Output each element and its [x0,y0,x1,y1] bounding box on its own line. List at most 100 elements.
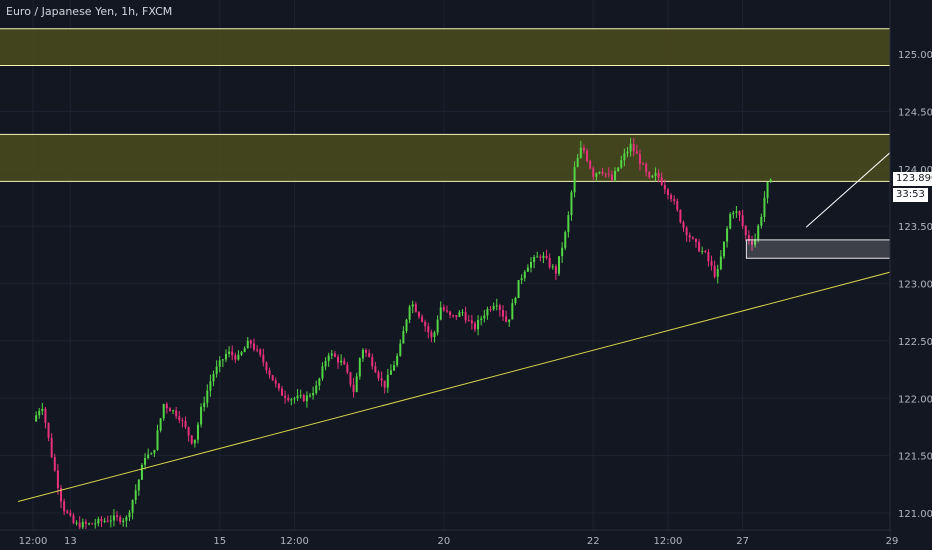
candle-body [47,423,50,438]
resistance-zone[interactable] [0,28,890,66]
candle-body [449,311,452,316]
x-tick-label: 12:00 [19,536,48,547]
last-price-tag: 123.890 [893,172,932,186]
candle-body [134,490,137,501]
candle-body [277,383,280,389]
candle-body [221,359,224,361]
candle-body [377,372,380,379]
candle-body [477,319,480,330]
candle-body [635,151,638,154]
price-axis[interactable] [890,0,932,550]
candle-body [159,418,162,431]
candle-body [330,353,333,356]
candle-body [623,153,626,161]
chart-title: Euro / Japanese Yen, 1h, FXCM [6,5,173,18]
candle-body [439,307,442,320]
candle-body [722,241,725,257]
candle-body [620,160,623,168]
candle-body [290,399,293,401]
candle-body [296,395,299,399]
candle-body [271,375,274,381]
candle-body [383,380,386,388]
candle-body [112,515,115,521]
x-tick-label: 12:00 [280,536,309,547]
candle-body [41,408,44,412]
candle-body [103,520,106,522]
candle-body [676,201,679,210]
candle-body [470,320,473,324]
candle-body [212,373,215,382]
candle-body [414,304,417,313]
candle-body [467,320,470,322]
candle-body [598,171,601,174]
y-tick-label: 122.500 [898,337,932,348]
candle-body [352,384,355,392]
candle-body [757,225,760,240]
candle-body [533,256,536,263]
candle-body [38,411,41,416]
candle-body [240,352,243,355]
candle-body [293,398,296,400]
candle-body [274,380,277,384]
candle-body [660,177,663,185]
candle-body [766,182,769,198]
candle-body [361,349,364,359]
candle-body [629,144,632,152]
candle-body [162,404,165,419]
candle-body [582,147,585,151]
resistance-zone[interactable] [0,134,890,182]
candle-body [299,395,302,397]
candle-body [309,395,312,397]
candle-body [744,226,747,236]
candle-body [81,521,84,528]
candle-body [526,267,529,272]
candle-body [651,175,654,178]
time-axis[interactable] [0,530,890,550]
candle-body [140,464,143,480]
y-tick-label: 123.500 [898,222,932,233]
candle-body [517,280,520,298]
candle-body [209,381,212,391]
candle-body [495,305,498,307]
y-tick-label: 124.500 [898,107,932,118]
candle-body [187,427,190,436]
candle-body [358,358,361,377]
candle-body [514,297,517,304]
candle-body [408,306,411,320]
candle-body [642,163,645,165]
candle-body [545,255,548,259]
candle-body [402,331,405,344]
candle-body [256,349,259,351]
entry-zone-box[interactable] [745,239,932,259]
candle-body [424,321,427,327]
candle-body [511,303,514,320]
candle-body [337,356,340,363]
candle-body [548,258,551,268]
candle-body [284,395,287,398]
candle-body [368,352,371,357]
candle-body [315,385,318,393]
candle-body [302,395,305,402]
candle-body [312,392,315,396]
x-tick-label: 13 [64,536,77,547]
candle-body [542,255,545,258]
candle-body [433,332,436,338]
candle-body [701,251,704,253]
candle-body [638,153,641,164]
candle-body [501,310,504,317]
candle-body [760,216,763,226]
x-tick-label: 27 [736,536,749,547]
candle-body [94,523,97,525]
candle-body [122,520,125,523]
candle-body [464,312,467,321]
candle-body [172,410,175,412]
candle-body [682,222,685,228]
candle-body [607,173,610,175]
candle-body [206,390,209,403]
candle-body [458,312,461,317]
countdown-tag: 33:53 [893,188,928,202]
candle-body [645,164,648,172]
candle-body [252,343,255,350]
